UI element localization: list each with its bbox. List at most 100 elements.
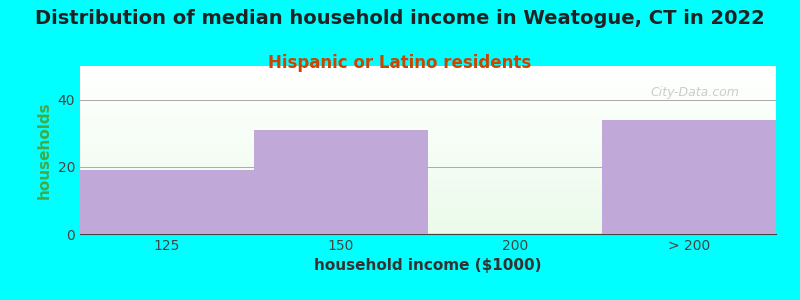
Bar (80, 113, 776, 115)
Bar (80, 110, 776, 111)
Bar (80, 214, 776, 215)
Bar (80, 211, 776, 212)
Bar (80, 106, 776, 108)
Bar (80, 217, 776, 219)
Bar (80, 128, 776, 130)
Bar (80, 120, 776, 122)
Bar (80, 123, 776, 125)
Bar (80, 220, 776, 222)
Bar (80, 232, 776, 234)
Bar (80, 135, 776, 136)
Bar (80, 182, 776, 184)
Bar (80, 115, 776, 116)
Bar (80, 219, 776, 220)
Bar (80, 170, 254, 234)
Bar (80, 227, 776, 229)
Bar (80, 138, 776, 140)
Bar (80, 130, 776, 131)
Bar (80, 108, 776, 110)
Bar (80, 173, 776, 175)
Bar (80, 71, 776, 73)
Bar (80, 197, 776, 199)
Bar (80, 184, 776, 185)
Bar (80, 140, 776, 142)
Bar (80, 145, 776, 147)
Bar (80, 152, 776, 153)
Bar (80, 83, 776, 85)
Bar (80, 122, 776, 123)
Bar (80, 100, 776, 101)
Bar (80, 200, 776, 202)
Bar (80, 167, 776, 169)
Bar (80, 103, 776, 105)
Bar (80, 136, 776, 138)
Bar (80, 178, 776, 180)
Bar (80, 101, 776, 103)
Bar (80, 222, 776, 224)
Bar (80, 185, 776, 187)
Bar (80, 158, 776, 160)
Bar (80, 199, 776, 200)
Bar (80, 86, 776, 88)
Text: Hispanic or Latino residents: Hispanic or Latino residents (268, 54, 532, 72)
Bar (80, 105, 776, 106)
Bar (80, 190, 776, 192)
Bar (80, 68, 776, 69)
Bar (80, 189, 776, 190)
Text: City-Data.com: City-Data.com (650, 86, 739, 99)
Bar (80, 98, 776, 100)
Bar (80, 153, 776, 155)
Bar (80, 76, 776, 78)
X-axis label: household income ($1000): household income ($1000) (314, 258, 542, 273)
Bar (254, 130, 428, 234)
Y-axis label: households: households (37, 101, 52, 199)
Bar (80, 157, 776, 158)
Bar (80, 143, 776, 145)
Bar (80, 80, 776, 81)
Bar (80, 118, 776, 120)
Bar (80, 194, 776, 195)
Bar (80, 224, 776, 226)
Bar (80, 226, 776, 227)
Bar (80, 170, 776, 172)
Bar (80, 148, 776, 150)
Bar (80, 231, 776, 232)
Bar (80, 206, 776, 207)
Bar (80, 111, 776, 113)
Bar (80, 73, 776, 74)
Bar (80, 177, 776, 178)
Bar (80, 85, 776, 86)
Bar (80, 74, 776, 76)
Bar (80, 69, 776, 71)
Bar (80, 169, 776, 170)
Bar (80, 142, 776, 143)
Bar (80, 78, 776, 80)
Bar (80, 165, 776, 167)
Bar (80, 212, 776, 214)
Bar (80, 150, 776, 152)
Bar (80, 147, 776, 148)
Bar (80, 164, 776, 165)
Bar (602, 120, 776, 234)
Bar (80, 66, 776, 68)
Bar (80, 116, 776, 118)
Bar (80, 81, 776, 83)
Bar (80, 162, 776, 164)
Bar (80, 207, 776, 209)
Bar (80, 180, 776, 182)
Bar (80, 192, 776, 194)
Bar (80, 175, 776, 177)
Bar (80, 204, 776, 206)
Bar (80, 172, 776, 173)
Bar (80, 96, 776, 98)
Text: Distribution of median household income in Weatogue, CT in 2022: Distribution of median household income … (35, 9, 765, 28)
Bar (80, 88, 776, 89)
Bar (80, 89, 776, 91)
Bar (80, 195, 776, 197)
Bar (80, 125, 776, 127)
Bar (80, 94, 776, 96)
Bar (80, 209, 776, 211)
Bar (80, 215, 776, 217)
Bar (80, 127, 776, 128)
Bar (80, 131, 776, 133)
